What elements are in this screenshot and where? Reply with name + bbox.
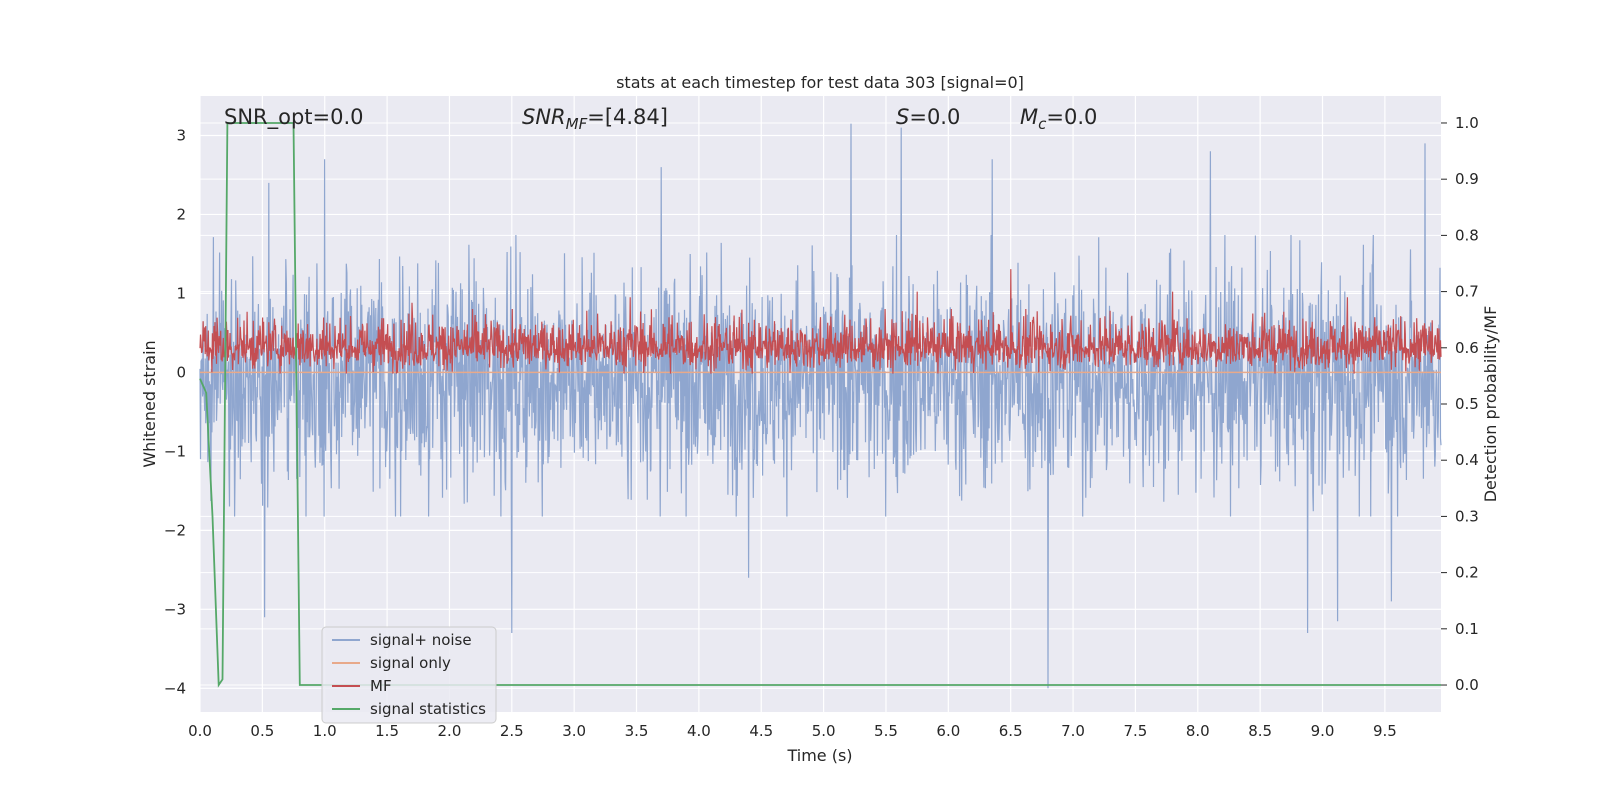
- x-tick-label: 7.5: [1123, 722, 1147, 740]
- series-group: [199, 122, 1442, 689]
- legend-label-signal-noise: signal+ noise: [370, 631, 472, 649]
- y-tick-label: 0: [176, 363, 186, 381]
- x-tick-label: 8.5: [1248, 722, 1272, 740]
- x-tick-label: 2.5: [500, 722, 524, 740]
- y-tick-label: −4: [164, 679, 186, 697]
- legend-label-signal-only: signal only: [370, 654, 451, 672]
- s-value: =0.0: [909, 105, 960, 129]
- x-tick-label: 4.0: [687, 722, 711, 740]
- s-symbol: S: [896, 105, 909, 129]
- y-right-tick-label: 1.0: [1455, 114, 1479, 132]
- y-tick-label: 3: [176, 126, 186, 144]
- legend-box: [321, 626, 497, 724]
- tick-labels: 0.0 0.5 1.0 1.5 2.0 2.5 3.0 3.5 4.0 4.5 5.0 5.5 6.0 6…: [164, 114, 1479, 740]
- y-tick-label: −2: [164, 521, 186, 539]
- y-tick-label: 2: [176, 205, 186, 223]
- y-right-tick-label: 0.4: [1455, 451, 1479, 469]
- snr-opt-annotation: SNR_opt=0.0: [224, 105, 364, 130]
- x-tick-label: 6.0: [936, 722, 960, 740]
- y-axis-title: Whitened strain: [140, 340, 159, 467]
- y-right-tick-label: 0.6: [1455, 339, 1479, 357]
- y-right-tick-label: 0.8: [1455, 226, 1479, 244]
- legend: signal+ noise signal only MF signal stat…: [321, 626, 497, 724]
- x-axis-title: Time (s): [786, 746, 852, 765]
- y-right-tick-label: 0.7: [1455, 283, 1479, 301]
- mc-value: =0.0: [1046, 105, 1097, 129]
- x-tick-label: 0.0: [188, 722, 212, 740]
- x-tick-label: 5.0: [812, 722, 836, 740]
- y-tick-label: −3: [164, 600, 186, 618]
- s-annotation: S=0.0: [896, 105, 960, 129]
- snr-mf-subscript: MF: [566, 115, 588, 133]
- x-tick-label: 9.0: [1311, 722, 1335, 740]
- x-tick-label: 2.0: [438, 722, 462, 740]
- x-tick-label: 4.5: [749, 722, 773, 740]
- mc-annotation: Mc=0.0: [1020, 105, 1097, 133]
- x-tick-label: 6.5: [999, 722, 1023, 740]
- snr-mf-value: =[4.84]: [587, 105, 668, 129]
- y-right-tick-label: 0.2: [1455, 564, 1479, 582]
- snr-mf-annotation: SNRMF=[4.84]: [522, 105, 668, 133]
- y-right-tick-label: 0.0: [1455, 676, 1479, 694]
- series-signal-statistics-line: [199, 122, 1441, 688]
- x-tick-label: 1.5: [375, 722, 399, 740]
- series-signal-noise-line: [199, 123, 1442, 689]
- series-mf-line: [199, 269, 1442, 374]
- x-tick-label: 3.0: [562, 722, 586, 740]
- x-tick-label: 0.5: [250, 722, 274, 740]
- legend-label-mf: MF: [370, 677, 392, 695]
- snr-mf-symbol: SNR: [522, 105, 566, 129]
- mc-subscript: c: [1038, 115, 1047, 133]
- mc-symbol: M: [1020, 105, 1038, 129]
- x-tick-label: 9.5: [1373, 722, 1397, 740]
- y-right-axis-title: Detection probability/MF: [1481, 306, 1500, 503]
- chart-title: stats at each timestep for test data 303…: [616, 73, 1024, 92]
- y-right-tick-label: 0.3: [1455, 507, 1479, 525]
- y-tick-label: −1: [164, 442, 186, 460]
- x-tick-label: 8.0: [1186, 722, 1210, 740]
- x-tick-label: 5.5: [874, 722, 898, 740]
- y-right-tick-label: 0.1: [1455, 620, 1479, 638]
- legend-label-signal-statistics: signal statistics: [370, 700, 486, 718]
- y-tick-label: 1: [176, 284, 186, 302]
- x-tick-label: 3.5: [625, 722, 649, 740]
- y-right-tick-label: 0.5: [1455, 395, 1479, 413]
- y-right-tick-label: 0.9: [1455, 170, 1479, 188]
- x-tick-label: 1.0: [313, 722, 337, 740]
- x-tick-label: 7.0: [1061, 722, 1085, 740]
